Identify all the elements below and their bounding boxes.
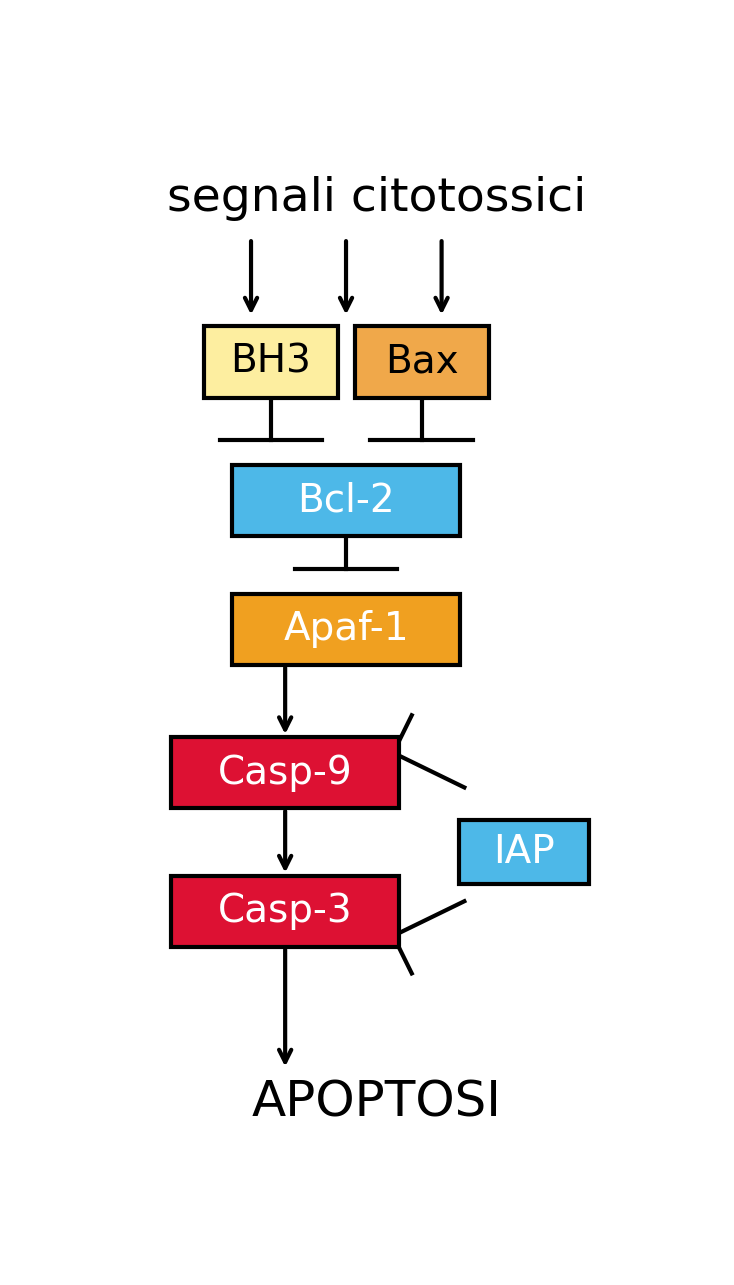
Text: Casp-9: Casp-9 [218,753,352,792]
Text: segnali citotossici: segnali citotossici [167,176,586,221]
FancyBboxPatch shape [232,465,459,536]
Text: APOPTOSI: APOPTOSI [251,1078,501,1126]
Text: Bax: Bax [385,343,459,380]
Text: Bcl-2: Bcl-2 [297,482,395,519]
Text: IAP: IAP [493,833,555,871]
FancyBboxPatch shape [459,820,589,884]
Text: Apaf-1: Apaf-1 [283,610,409,648]
Text: Casp-3: Casp-3 [218,892,352,930]
FancyBboxPatch shape [204,326,338,397]
FancyBboxPatch shape [355,326,489,397]
FancyBboxPatch shape [232,594,459,664]
FancyBboxPatch shape [172,875,399,947]
FancyBboxPatch shape [172,738,399,808]
Text: BH3: BH3 [230,343,311,380]
